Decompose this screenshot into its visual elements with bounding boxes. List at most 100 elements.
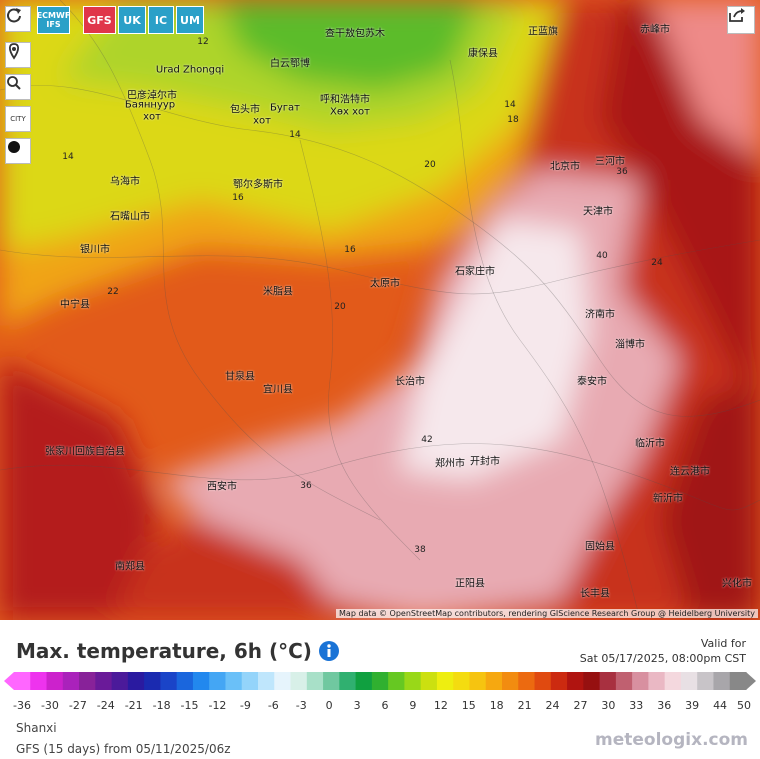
contour-label: 22 bbox=[107, 287, 119, 297]
contour-label: 14 bbox=[62, 152, 74, 162]
legend-swatch bbox=[209, 672, 226, 690]
color-legend: -36 -30 -27 -24 -21 -18 -15 -12 -9 -6 -3 0 3 6 9 12 15 18… bbox=[4, 672, 756, 712]
contour-label: 14 bbox=[504, 100, 516, 110]
model-button[interactable]: GFS bbox=[83, 6, 116, 34]
temperature-field bbox=[0, 0, 760, 620]
legend-tick-label: -6 bbox=[268, 699, 279, 712]
chart-title: Max. temperature, 6h (°C) bbox=[16, 639, 312, 663]
marker-button[interactable] bbox=[5, 138, 31, 164]
place-label: хот bbox=[253, 115, 271, 127]
place-label: 太原市 bbox=[370, 278, 400, 290]
contour-label: 38 bbox=[414, 545, 426, 555]
refresh-icon bbox=[7, 8, 21, 23]
legend-tick-label: 9 bbox=[409, 699, 416, 712]
place-label: 查干敖包苏木 bbox=[325, 28, 385, 40]
place-label: Urad Zhongqi bbox=[155, 64, 225, 76]
legend-swatch bbox=[388, 672, 405, 690]
legend-swatch bbox=[713, 672, 731, 690]
place-label: 康保县 bbox=[468, 48, 498, 60]
place-label: 赤峰市 bbox=[640, 24, 670, 36]
location-button[interactable] bbox=[5, 42, 31, 68]
legend-swatch bbox=[436, 672, 454, 690]
model-button[interactable]: UK bbox=[118, 6, 146, 34]
legend-swatch bbox=[95, 672, 113, 690]
place-label: 西安市 bbox=[207, 481, 237, 493]
legend-tick-label: 21 bbox=[518, 699, 532, 712]
legend-tick-label: 12 bbox=[434, 699, 448, 712]
model-button[interactable]: UM bbox=[176, 6, 204, 34]
legend-tick-label: -36 bbox=[13, 699, 31, 712]
share-button[interactable] bbox=[727, 6, 755, 34]
legend-swatch bbox=[567, 672, 584, 690]
model-button[interactable]: ECMWF IFS bbox=[37, 6, 70, 34]
legend-tick-label: -30 bbox=[41, 699, 59, 712]
legend-swatch bbox=[550, 672, 568, 690]
legend-swatch bbox=[258, 672, 275, 690]
map-attribution: Map data © OpenStreetMap contributors, r… bbox=[336, 609, 758, 618]
legend-tick-label: 15 bbox=[462, 699, 476, 712]
refresh-button[interactable] bbox=[5, 6, 31, 32]
place-label: 南郑县 bbox=[115, 561, 145, 573]
place-label: 包头市 bbox=[230, 104, 260, 116]
place-label: 郑州市 bbox=[435, 458, 465, 470]
info-icon[interactable] bbox=[318, 640, 340, 662]
legend-end bbox=[4, 672, 14, 690]
legend-tick-label: 24 bbox=[546, 699, 560, 712]
legend-tick-label: -3 bbox=[296, 699, 307, 712]
legend-tick-label: 50 bbox=[737, 699, 751, 712]
place-label: 固始县 bbox=[585, 541, 615, 553]
place-label: 乌海市 bbox=[110, 176, 140, 188]
contour-label: 20 bbox=[424, 160, 436, 170]
legend-swatch bbox=[502, 672, 519, 690]
share-icon bbox=[729, 8, 745, 22]
contour-label: 18 bbox=[507, 115, 519, 125]
dot-icon bbox=[8, 141, 20, 153]
contour-label: 36 bbox=[616, 167, 628, 177]
place-label: Баяннуур bbox=[124, 99, 176, 111]
place-label: 长治市 bbox=[395, 376, 425, 388]
legend-tick-label: 33 bbox=[629, 699, 643, 712]
contour-label: 40 bbox=[596, 251, 608, 261]
legend-swatch bbox=[583, 672, 601, 690]
city-button[interactable]: CITY bbox=[5, 106, 31, 132]
legend-swatch bbox=[14, 672, 31, 690]
watermark: meteologix.com bbox=[595, 730, 748, 750]
legend-swatch bbox=[306, 672, 324, 690]
place-label: Хөх хот bbox=[330, 106, 370, 118]
place-label: 石嘴山市 bbox=[110, 211, 150, 223]
valid-time: Sat 05/17/2025, 08:00pm CST bbox=[579, 652, 746, 665]
legend-swatch bbox=[127, 672, 145, 690]
legend-swatch bbox=[274, 672, 292, 690]
map[interactable]: Urad Zhongqi 巴彦淖尔市 Баяннуур хот 包头市 Бугат хот 呼… bbox=[0, 0, 760, 620]
model-button[interactable]: IC bbox=[148, 6, 174, 34]
legend-swatch bbox=[46, 672, 64, 690]
legend-swatch bbox=[632, 672, 649, 690]
legend-tick-label: 39 bbox=[685, 699, 699, 712]
legend-tick-label: -27 bbox=[69, 699, 87, 712]
legend-swatch bbox=[534, 672, 552, 690]
legend-tick-label: -21 bbox=[125, 699, 143, 712]
legend-swatch bbox=[111, 672, 129, 690]
zoom-button[interactable] bbox=[5, 74, 31, 100]
legend-swatch bbox=[615, 672, 633, 690]
legend-swatch bbox=[518, 672, 536, 690]
place-label: 天津市 bbox=[583, 206, 613, 218]
place-label: 连云港市 bbox=[670, 466, 710, 478]
place-label: 正阳县 bbox=[455, 578, 485, 590]
legend-swatch bbox=[225, 672, 243, 690]
legend-swatch bbox=[729, 672, 747, 690]
model-run: GFS (15 days) from 05/11/2025/06z bbox=[16, 742, 231, 756]
contour-label: 24 bbox=[651, 258, 663, 268]
legend-tick-label: -24 bbox=[97, 699, 115, 712]
legend-swatch bbox=[420, 672, 438, 690]
legend-tick-label: -18 bbox=[153, 699, 171, 712]
legend-swatch bbox=[599, 672, 617, 690]
place-label: Бугат bbox=[270, 102, 300, 114]
legend-swatch bbox=[62, 672, 80, 690]
legend-swatch bbox=[176, 672, 194, 690]
place-label: 中宁县 bbox=[60, 299, 90, 311]
contour-label: 14 bbox=[289, 130, 301, 140]
legend-tick-label: 0 bbox=[326, 699, 333, 712]
place-label: 米脂县 bbox=[263, 286, 293, 298]
place-label: 临沂市 bbox=[635, 438, 665, 450]
